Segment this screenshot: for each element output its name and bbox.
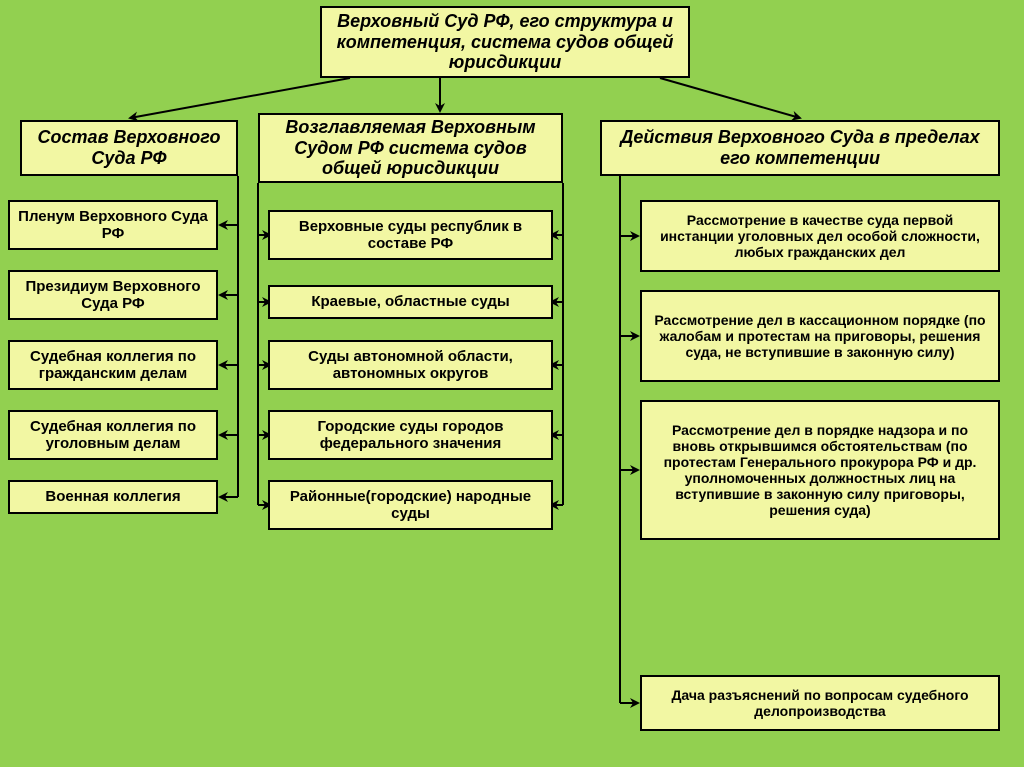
col3-item: Рассмотрение дел в кассационном порядке … — [640, 290, 1000, 382]
col1-item-text: Военная коллегия — [45, 488, 180, 505]
col3-item-text: Рассмотрение дел в порядке надзора и по … — [650, 422, 990, 519]
root-title: Верховный Суд РФ, его структура и компет… — [330, 11, 680, 73]
col2-header: Возглавляемая Верховным Судом РФ система… — [258, 113, 563, 183]
col3-item: Рассмотрение дел в порядке надзора и по … — [640, 400, 1000, 540]
col3-item-text: Рассмотрение дел в кассационном порядке … — [650, 312, 990, 360]
col2-item-text: Городские суды городов федерального знач… — [278, 418, 543, 453]
col1-header-text: Состав Верховного Суда РФ — [30, 127, 228, 168]
col2-item: Суды автономной области, автономных окру… — [268, 340, 553, 390]
col1-item: Судебная коллегия по гражданским делам — [8, 340, 218, 390]
col2-item-text: Районные(городские) народные суды — [278, 488, 543, 523]
root-node: Верховный Суд РФ, его структура и компет… — [320, 6, 690, 78]
col1-item-text: Судебная коллегия по уголовным делам — [18, 418, 208, 453]
col2-item: Краевые, областные суды — [268, 285, 553, 319]
col3-item-text: Рассмотрение в качестве суда первой инст… — [650, 212, 990, 260]
col3-item: Дача разъяснений по вопросам судебного д… — [640, 675, 1000, 731]
col2-item: Верховные суды республик в составе РФ — [268, 210, 553, 260]
col2-item: Районные(городские) народные суды — [268, 480, 553, 530]
col1-item-text: Президиум Верховного Суда РФ — [18, 278, 208, 313]
col1-header: Состав Верховного Суда РФ — [20, 120, 238, 176]
col2-header-text: Возглавляемая Верховным Судом РФ система… — [268, 117, 553, 179]
col3-item-text: Дача разъяснений по вопросам судебного д… — [650, 687, 990, 719]
col3-header-text: Действия Верховного Суда в пределах его … — [610, 127, 990, 168]
col1-item: Военная коллегия — [8, 480, 218, 514]
col2-item: Городские суды городов федерального знач… — [268, 410, 553, 460]
col3-item: Рассмотрение в качестве суда первой инст… — [640, 200, 1000, 272]
col1-item-text: Судебная коллегия по гражданским делам — [18, 348, 208, 383]
col2-item-text: Верховные суды республик в составе РФ — [278, 218, 543, 253]
col1-item: Пленум Верховного Суда РФ — [8, 200, 218, 250]
col2-item-text: Суды автономной области, автономных окру… — [278, 348, 543, 383]
col2-item-text: Краевые, областные суды — [311, 293, 509, 310]
col3-header: Действия Верховного Суда в пределах его … — [600, 120, 1000, 176]
col1-item-text: Пленум Верховного Суда РФ — [18, 208, 208, 243]
col1-item: Президиум Верховного Суда РФ — [8, 270, 218, 320]
col1-item: Судебная коллегия по уголовным делам — [8, 410, 218, 460]
